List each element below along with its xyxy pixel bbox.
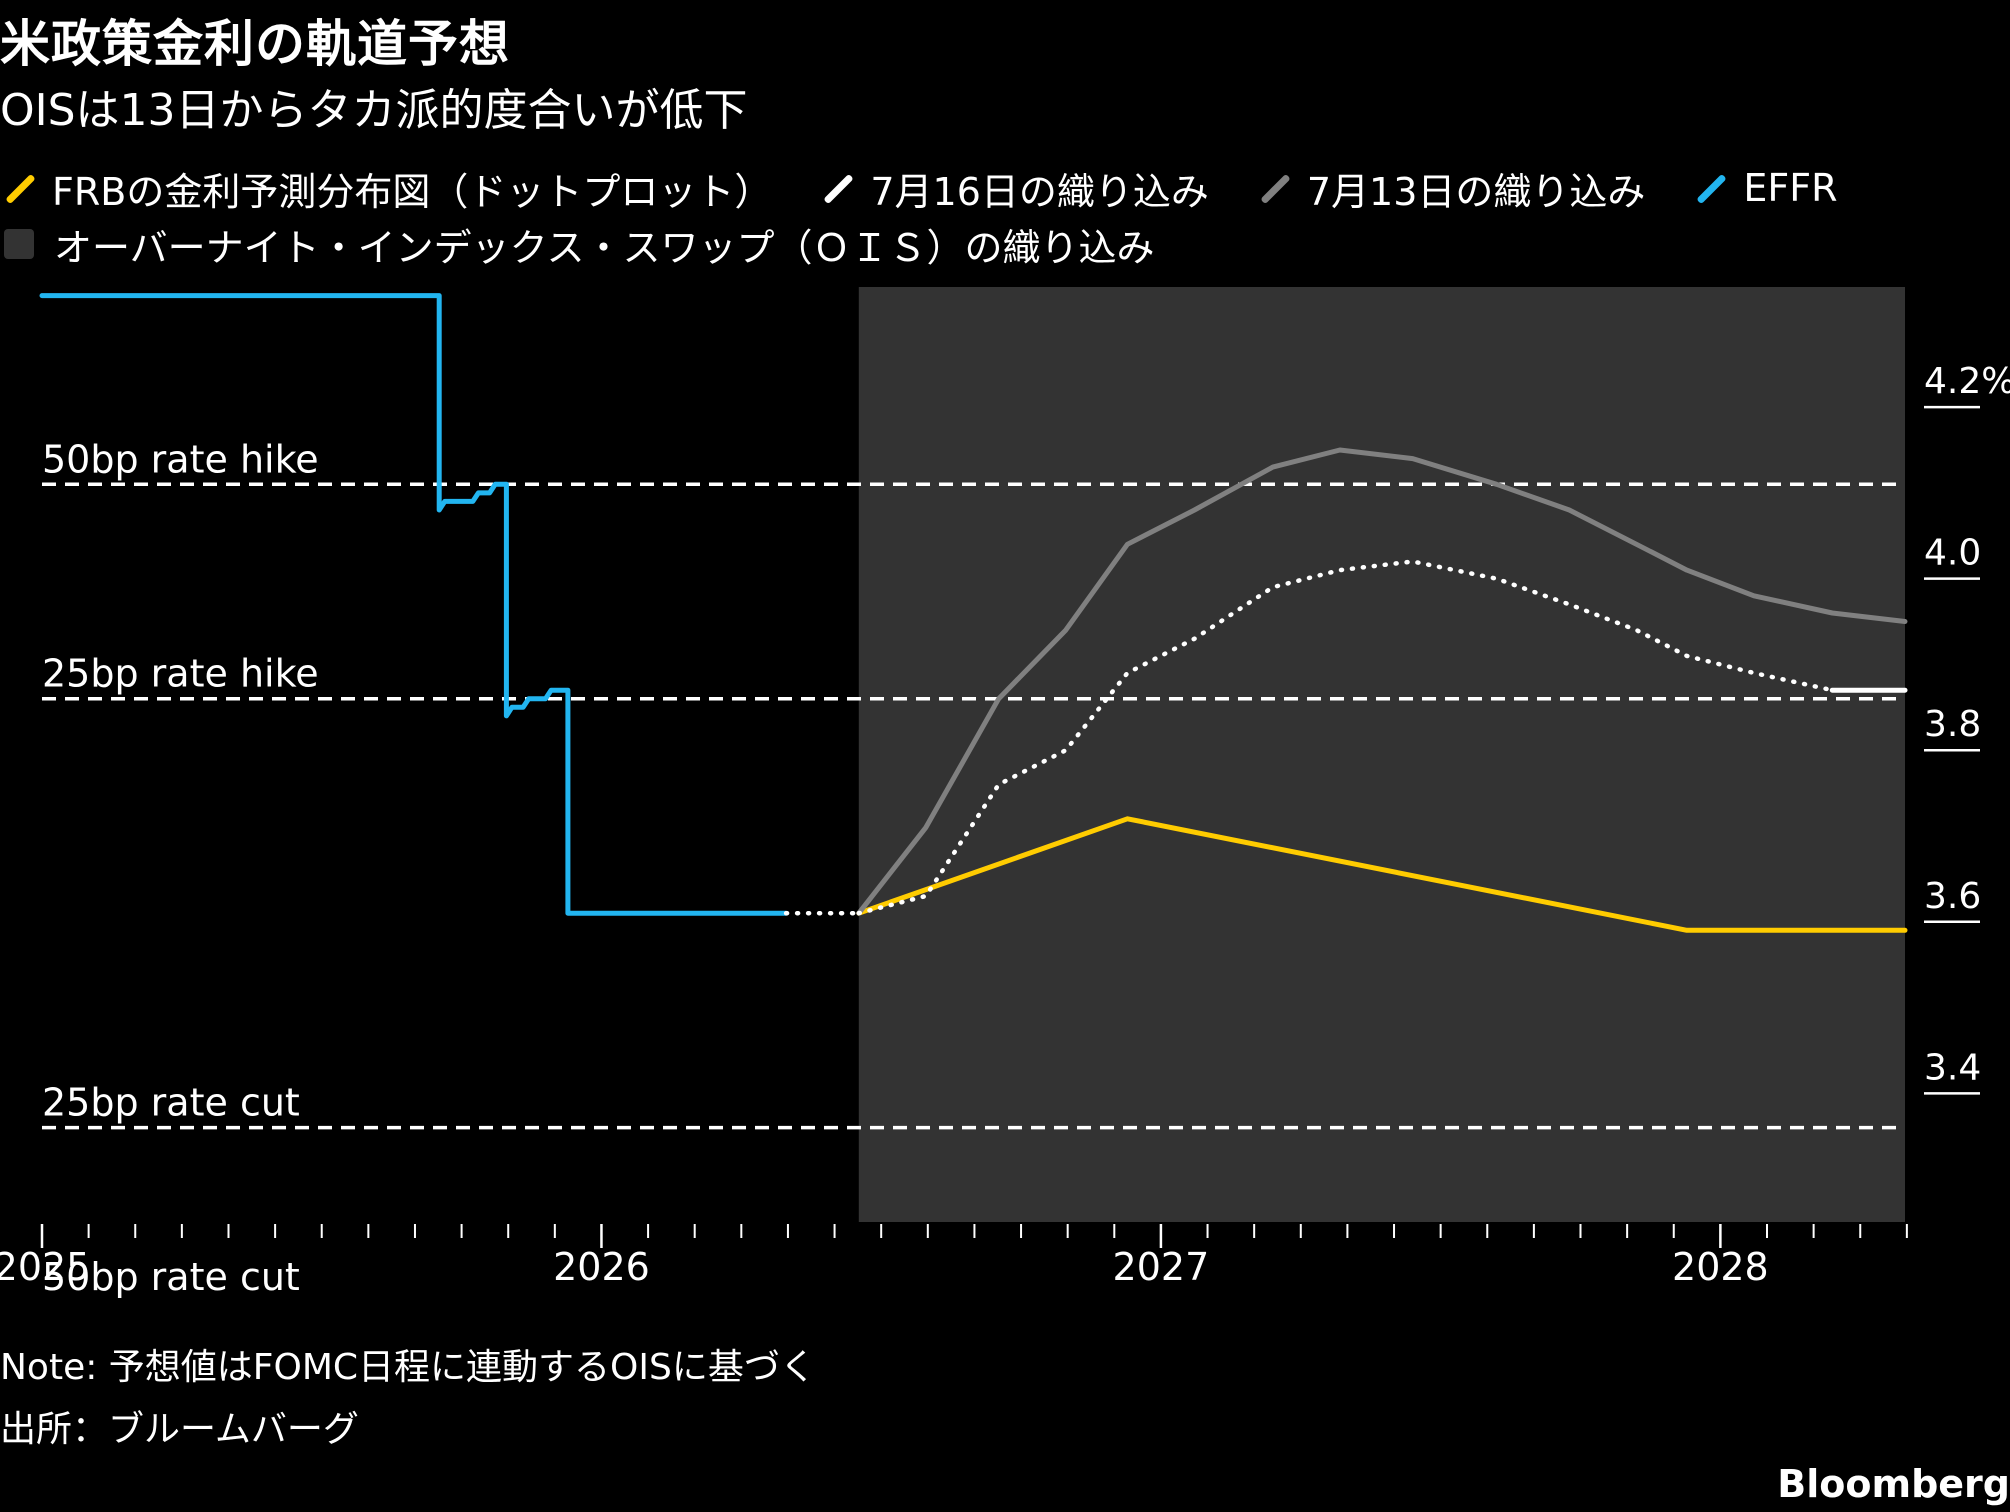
bloomberg-logo: Bloomberg	[1777, 1462, 2010, 1506]
reference-line-label: 25bp rate hike	[42, 652, 319, 696]
legend-item-jul16: 7月16日の織り込み	[818, 161, 1209, 216]
x-tick-label: 2028	[1672, 1245, 1769, 1289]
y-tick-label: 3.8	[1924, 704, 1981, 745]
legend-label: EFFR	[1743, 166, 1838, 210]
series-line-frb	[856, 816, 1908, 933]
legend-row-2: オーバーナイト・インデックス・スワップ（ＯＩＳ）の織り込み	[0, 216, 2000, 272]
series-line-7-16	[856, 559, 1908, 916]
y-tick-label: 4.0	[1924, 533, 1981, 574]
legend-swatch-yellow-line	[0, 169, 38, 207]
x-tick-label: 2027	[1113, 1245, 1210, 1289]
legend-swatch-white-line	[818, 169, 856, 207]
x-tick-label: 2025	[0, 1245, 90, 1289]
series-line-7-13	[856, 447, 1908, 916]
y-tick-label: 4.2%	[1924, 361, 2010, 402]
legend-row-1: FRBの金利予測分布図（ドットプロット） 7月16日の織り込み 7月13日の織り…	[0, 160, 2000, 216]
reference-line-label: 50bp rate hike	[42, 437, 319, 481]
legend-swatch-blue-line	[1691, 169, 1729, 207]
legend-item-ois: オーバーナイト・インデックス・スワップ（ＯＩＳ）の織り込み	[0, 217, 1154, 272]
reference-line-label: 50bp rate cut	[42, 1255, 300, 1299]
legend-item-dot-plot: FRBの金利予測分布図（ドットプロット）	[0, 161, 772, 216]
legend-item-effr: EFFR	[1691, 166, 1837, 210]
y-tick-label: 3.4	[1924, 1047, 1981, 1088]
chart-plot: 50bp rate hike 25bp rate hike 25bp rate cu…	[0, 287, 2010, 1299]
legend-label: オーバーナイト・インデックス・スワップ（ＯＩＳ）の織り込み	[54, 225, 1155, 270]
legend-item-jul13: 7月13日の織り込み	[1255, 161, 1646, 216]
legend-label: 7月16日の織り込み	[870, 169, 1209, 214]
legend-swatch-gray-box	[4, 229, 34, 259]
series-line-effr	[39, 293, 789, 916]
legend-label: FRBの金利予測分布図（ドットプロット）	[52, 169, 773, 214]
x-tick-label: 2026	[553, 1245, 650, 1289]
chart-title: 米政策金利の軌道予想	[0, 15, 510, 73]
legend-label: 7月13日の織り込み	[1306, 169, 1646, 214]
reference-line-label: 25bp rate cut	[42, 1081, 300, 1125]
chart-note: Note: 予想値はFOMC日程に連動するOISに基づく	[0, 1347, 816, 1388]
y-tick-label: 3.6	[1924, 876, 1981, 917]
chart-subtitle: OISは13日からタカ派的度合いが低下	[0, 85, 748, 136]
chart-legend: FRBの金利予測分布図（ドットプロット） 7月16日の織り込み 7月13日の織り…	[0, 160, 2000, 272]
chart-source: 出所：ブルームバーグ	[0, 1409, 359, 1450]
legend-swatch-gray-line	[1255, 169, 1293, 207]
ois-shaded-region	[858, 287, 1905, 1222]
